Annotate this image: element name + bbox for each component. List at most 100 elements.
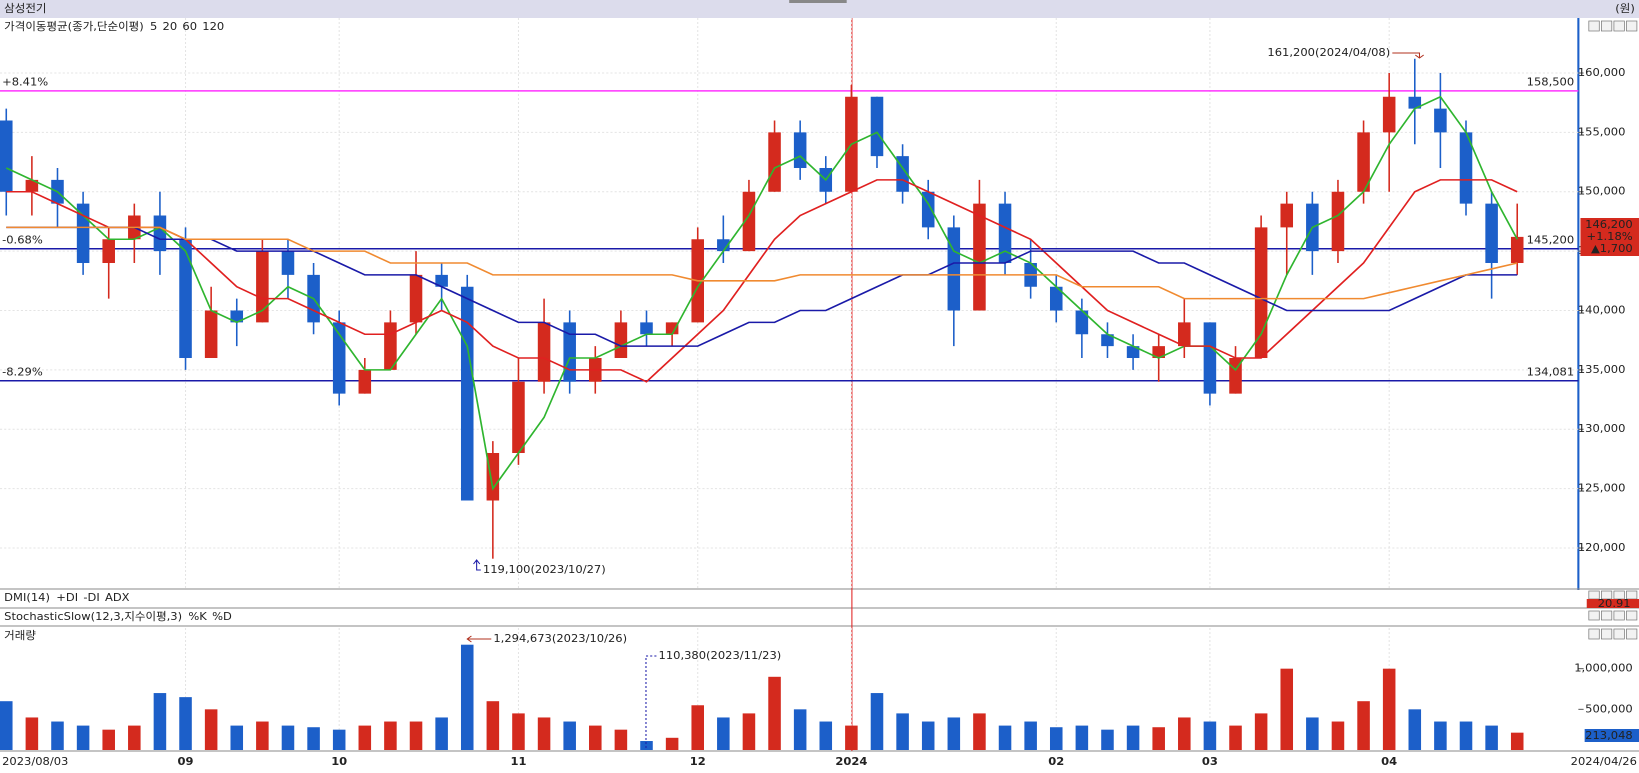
volume-bar: [947, 717, 961, 750]
button[interactable]: [1626, 628, 1638, 640]
volume-bar: [1152, 727, 1165, 750]
x-tick-label: 02: [1048, 755, 1064, 768]
volume-annotation: 110,380(2023/11/23): [659, 649, 782, 662]
volume-bar: [870, 693, 884, 750]
button[interactable]: [1613, 628, 1625, 640]
button[interactable]: [1601, 20, 1613, 32]
last-change: ▲1,700: [1591, 242, 1633, 255]
legend-entry: 20: [163, 20, 178, 33]
volume-bar: [1485, 725, 1498, 750]
candle-body: [640, 322, 653, 335]
candle-body: [1075, 310, 1089, 335]
last-change-pct: +1.18%: [1587, 230, 1633, 243]
volume-bar: [845, 725, 858, 750]
volume-bar: [1357, 701, 1370, 750]
volume-bar: [230, 725, 244, 750]
legend-entry: %K: [188, 610, 207, 623]
y-tick-label: 160,000: [1578, 66, 1626, 79]
volume-bar: [435, 717, 448, 750]
panel-buttons: [1588, 20, 1638, 640]
button[interactable]: [1588, 20, 1600, 32]
candle-body: [409, 274, 423, 323]
volume-bar: [1049, 727, 1063, 750]
legend-entry: 5: [150, 20, 157, 33]
volume-bar: [1229, 725, 1242, 750]
candle-body: [358, 369, 372, 394]
volume-bar: [204, 709, 218, 750]
candle-body: [998, 203, 1012, 264]
volume-bar: [589, 725, 602, 750]
candle-body: [460, 286, 474, 501]
y-tick-label: 500,000: [1585, 702, 1633, 715]
volume-bar: [1178, 717, 1191, 750]
y-tick-label: 140,000: [1578, 304, 1626, 317]
volume-bar: [1382, 668, 1396, 750]
high-annotation: 161,200(2024/04/08): [1267, 46, 1390, 59]
button[interactable]: [1588, 628, 1600, 640]
value-box: [1584, 729, 1639, 742]
volume-bar: [921, 721, 935, 750]
volume-bar: [1101, 729, 1114, 750]
candle-body: [537, 322, 551, 382]
y-tick-label: 125,000: [1578, 482, 1626, 495]
panel-title: 거래량: [4, 629, 36, 642]
candle-body: [1357, 132, 1370, 192]
candle-body: [665, 322, 679, 335]
candle-body: [1203, 322, 1217, 394]
button[interactable]: [1613, 610, 1625, 621]
unit: (원): [1615, 1, 1635, 15]
volume-bar: [537, 717, 551, 750]
candle-body: [742, 191, 756, 252]
legend-entry: 120: [202, 20, 224, 33]
volume-bar: [1306, 717, 1319, 750]
legend-entry: ADX: [105, 591, 130, 604]
volume-bar: [307, 727, 320, 750]
volume-bar: [409, 721, 423, 750]
volume-bar: [102, 729, 115, 750]
candle-body: [1101, 334, 1114, 347]
candle-body: [1254, 227, 1268, 359]
volume-bar: [973, 713, 986, 750]
volume-bar: [76, 725, 90, 750]
button[interactable]: [1588, 610, 1600, 621]
volume-bar: [1459, 721, 1473, 750]
y-tick-label: 130,000: [1578, 422, 1626, 435]
candle-body: [973, 203, 986, 311]
candle-body: [25, 179, 39, 192]
volume-bar: [742, 713, 756, 750]
volume-bar: [563, 721, 576, 750]
volume-bar: [281, 725, 295, 750]
candle-body: [1459, 132, 1473, 204]
volume-bar: [384, 721, 397, 750]
moving-average: [5, 95, 1518, 491]
x-tick-label: 03: [1202, 755, 1218, 768]
button[interactable]: [1613, 20, 1625, 32]
candle-body: [1126, 346, 1140, 359]
legend-title: 가격이동평균(종가,단순이평): [4, 19, 144, 33]
x-tick-label: 10: [331, 755, 347, 768]
reference-label: 134,081: [1527, 366, 1575, 379]
annotation-arrow: [466, 635, 492, 643]
volume-bar: [1510, 732, 1524, 750]
button[interactable]: [1626, 20, 1638, 32]
y-tick-label: 135,000: [1578, 363, 1626, 376]
button[interactable]: [1601, 610, 1613, 621]
y-tick-label: 1,000,000: [1574, 662, 1633, 675]
candle-body: [1408, 96, 1422, 109]
volume-bar: [1434, 721, 1447, 750]
annotation-arrow: [473, 559, 481, 571]
button[interactable]: [1626, 610, 1638, 621]
button[interactable]: [1601, 628, 1613, 640]
candle-body: [512, 381, 525, 454]
volume-bar: [512, 713, 525, 750]
volume-bar: [819, 721, 833, 750]
candle-body: [563, 322, 576, 382]
volume-bar: [1254, 713, 1268, 750]
annotation-arrow: [645, 655, 657, 748]
moving-average: [6, 179, 1518, 383]
candle-body: [1485, 203, 1498, 264]
volume-bar: [717, 717, 730, 750]
x-tick-label: 11: [510, 755, 526, 768]
candle-body: [0, 120, 13, 192]
